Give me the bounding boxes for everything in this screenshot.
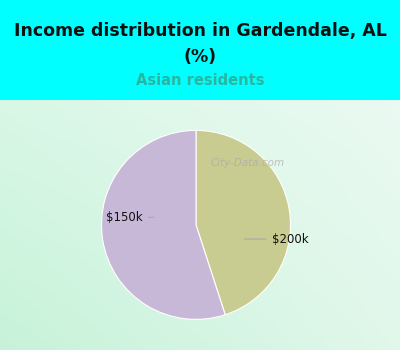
Text: Asian residents: Asian residents [136, 73, 264, 88]
Text: $200k: $200k [244, 232, 308, 246]
Text: (%): (%) [184, 48, 216, 66]
Text: City-Data.com: City-Data.com [211, 159, 285, 168]
Wedge shape [196, 130, 290, 315]
Text: Income distribution in Gardendale, AL: Income distribution in Gardendale, AL [14, 22, 386, 40]
Wedge shape [102, 130, 225, 319]
Text: $150k: $150k [106, 211, 154, 224]
